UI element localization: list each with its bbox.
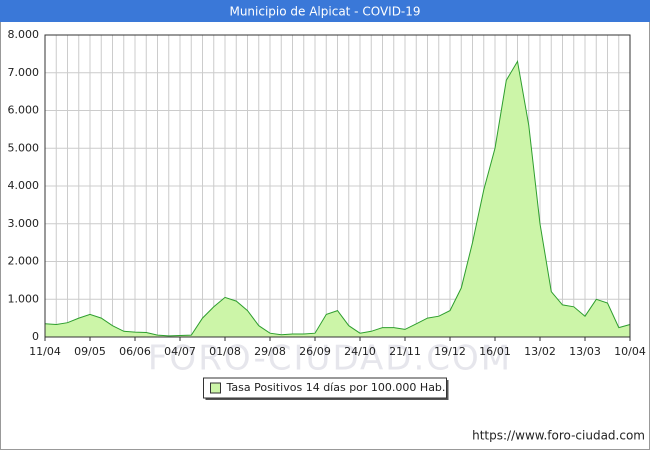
x-tick-label: 13/03 <box>569 345 601 358</box>
x-tick-label: 26/09 <box>299 345 331 358</box>
x-tick-label: 06/06 <box>119 345 151 358</box>
watermark: FORO-CIUDAD.COM <box>148 339 512 379</box>
x-tick-label: 11/04 <box>29 345 61 358</box>
title-bar <box>0 0 650 22</box>
y-tick-label: 5.000 <box>8 141 40 154</box>
x-tick-label: 10/04 <box>614 345 646 358</box>
legend-label: Tasa Positivos 14 días por 100.000 Hab. <box>226 381 446 394</box>
chart-title: Municipio de Alpicat - COVID-19 <box>229 5 420 19</box>
plot-border <box>44 34 631 338</box>
x-tick-label: 21/11 <box>389 345 421 358</box>
x-tick-label: 19/12 <box>434 345 466 358</box>
legend-box <box>203 377 447 399</box>
y-tick-label: 2.000 <box>8 255 40 268</box>
x-tick-label: 13/02 <box>524 345 556 358</box>
y-tick-label: 8.000 <box>8 28 40 41</box>
y-tick-label: 0 <box>32 330 39 343</box>
x-tick-label: 24/10 <box>344 345 376 358</box>
legend-swatch <box>210 382 221 394</box>
y-tick-label: 6.000 <box>8 104 40 117</box>
x-tick-label: 29/08 <box>254 345 286 358</box>
x-tick-label: 16/01 <box>479 345 511 358</box>
x-tick-label: 04/07 <box>164 345 196 358</box>
x-tick-label: 01/08 <box>209 345 241 358</box>
y-tick-label: 1.000 <box>8 292 40 305</box>
area <box>45 61 630 338</box>
x-tick-label: 09/05 <box>74 345 106 358</box>
source: https://www.foro-ciudad.com <box>472 429 645 443</box>
y-tick-label: 3.000 <box>8 217 40 230</box>
y-tick-label: 7.000 <box>8 66 40 79</box>
y-tick-label: 4.000 <box>8 179 40 192</box>
line <box>44 59 631 337</box>
